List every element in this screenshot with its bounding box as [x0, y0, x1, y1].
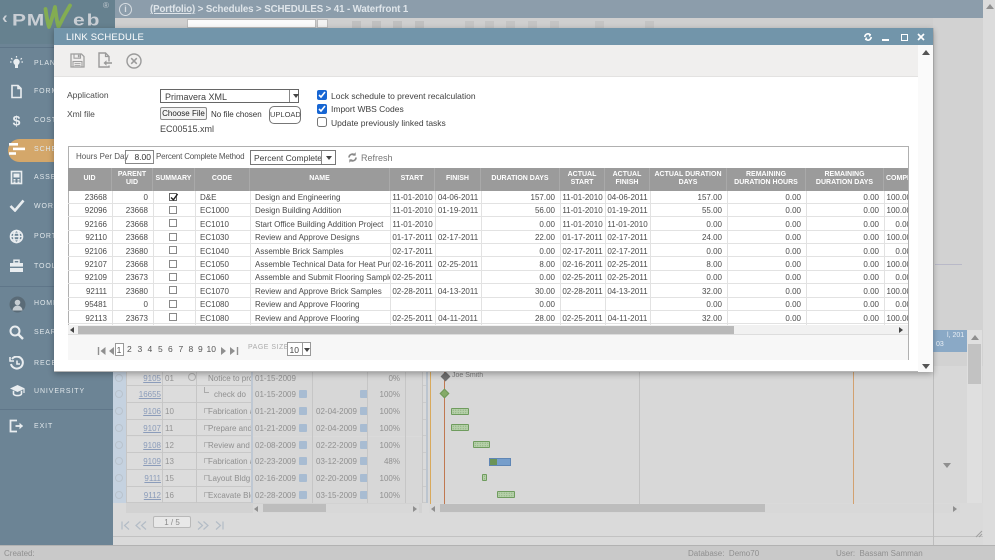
svg-text:$: $	[13, 113, 21, 128]
